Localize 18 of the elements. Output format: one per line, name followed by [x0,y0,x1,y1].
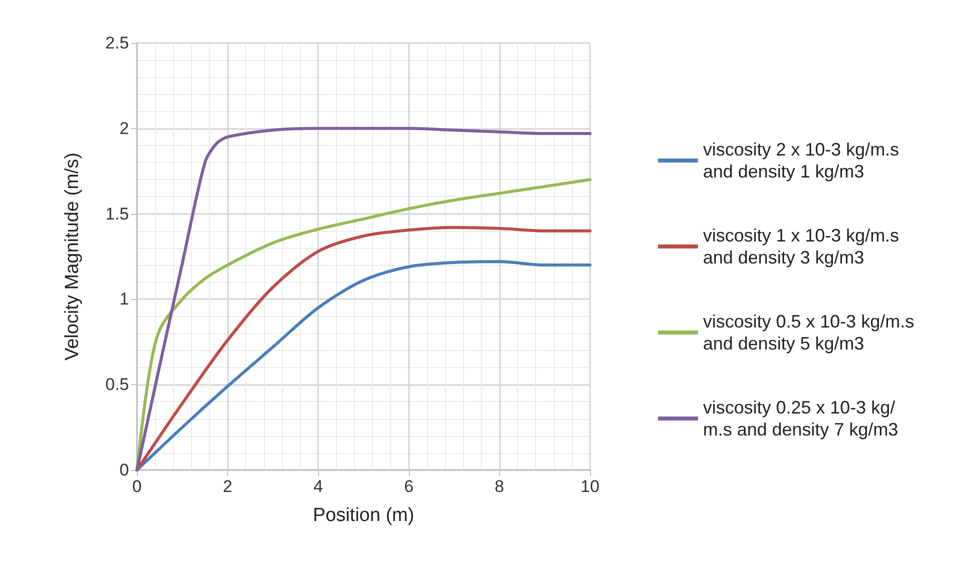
x-axis-title: Position (m) [312,505,414,526]
x-tick-label: 10 [580,477,600,496]
x-tick-label: 4 [313,477,323,496]
x-tick-label: 2 [222,477,232,496]
legend-label: viscosity 0.5 x 10-3 kg/m.s and density 5 kg/m3 [703,312,920,354]
legend-label: viscosity 1 x 10-3 kg/m.s and density 3 kg/m3 [703,226,904,268]
legend-label: viscosity 2 x 10-3 kg/m.s and density 1 kg/m3 [703,140,904,182]
x-tick-label: 6 [404,477,414,496]
y-tick-label: 1.5 [105,204,129,224]
y-tick-label: 2.5 [105,34,129,52]
y-tick-label: 1 [120,290,129,309]
y-tick-label: 0 [120,460,129,480]
y-tick-label: 0.5 [105,375,129,394]
x-tick-label: 8 [494,477,504,496]
x-tick-label: 0 [132,477,142,496]
y-axis-title: Velocity Magnitude (m/s) [62,152,83,361]
legend-label: viscosity 0.25 x 10-3 kg/m.s and density 7 kg/m3 [703,398,898,440]
y-tick-label: 2 [120,118,129,138]
